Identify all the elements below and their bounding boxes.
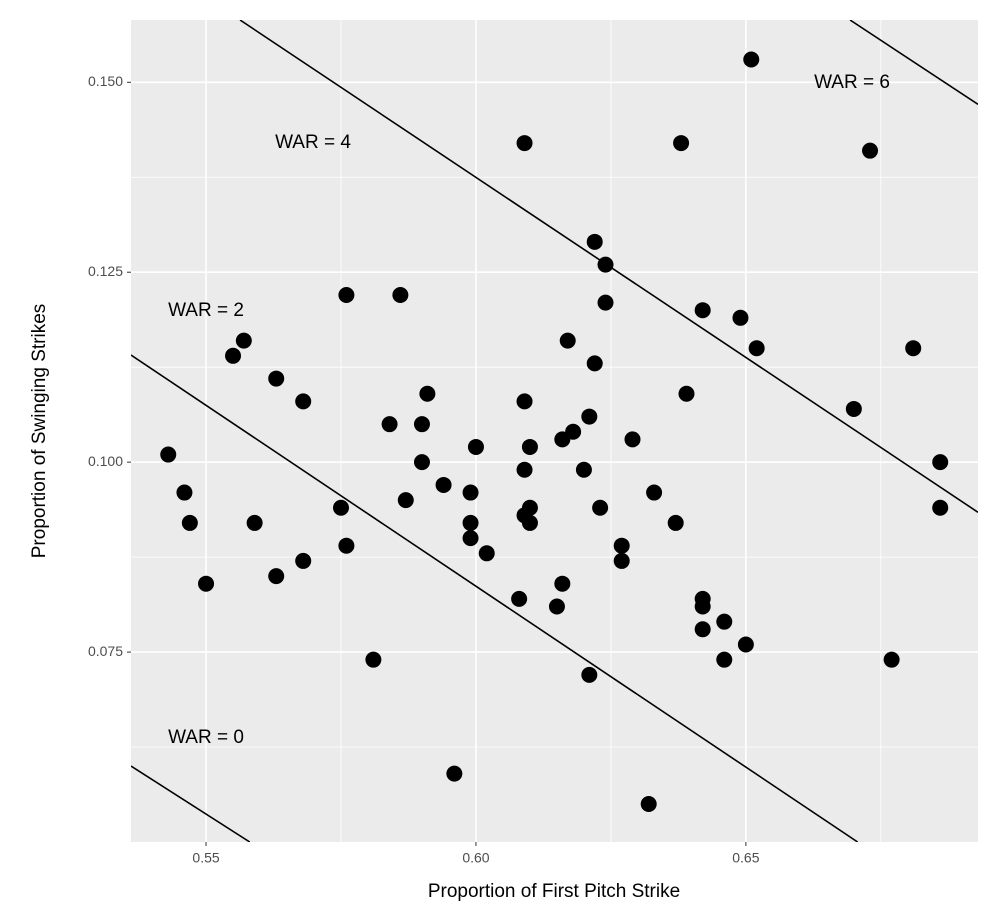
point [246, 514, 263, 531]
x-tick-label: 0.55 [192, 850, 219, 866]
point [462, 484, 479, 501]
x-tick-label: 0.60 [462, 850, 489, 866]
point [613, 537, 630, 554]
point [646, 484, 663, 501]
point [467, 438, 484, 455]
point [743, 51, 760, 68]
x-axis-title: Proportion of First Pitch Strike [428, 881, 680, 902]
point [640, 796, 657, 813]
point [613, 552, 630, 569]
war-label: WAR = 2 [168, 300, 244, 321]
point [295, 552, 312, 569]
y-axis-title: Proportion of Swinging Strikes [29, 304, 50, 559]
point [462, 530, 479, 547]
point [181, 514, 198, 531]
point [581, 408, 598, 425]
point [732, 309, 749, 326]
labels: 0.55 0.60 0.65 0.075 0.100 0.125 0.150 WAR = 0 W… [88, 72, 890, 866]
point [694, 598, 711, 615]
point [268, 370, 285, 387]
point [559, 332, 576, 349]
point [198, 575, 215, 592]
point [592, 499, 609, 516]
war-label: WAR = 6 [814, 72, 890, 93]
point [716, 651, 733, 668]
point [748, 340, 765, 357]
point [597, 294, 614, 311]
point [462, 514, 479, 531]
point [905, 340, 922, 357]
war-line [131, 354, 859, 842]
point [678, 385, 695, 402]
point [883, 651, 900, 668]
point [597, 256, 614, 273]
point [862, 142, 879, 159]
grid [131, 20, 978, 842]
point [338, 537, 355, 554]
war-line [131, 765, 251, 842]
point [667, 514, 684, 531]
y-tick-label: 0.075 [88, 643, 123, 659]
point [586, 233, 603, 250]
point [554, 575, 571, 592]
war-line [849, 20, 978, 105]
point [624, 431, 641, 448]
point [716, 613, 733, 630]
point [235, 332, 252, 349]
point [694, 302, 711, 319]
point [548, 598, 565, 615]
point [381, 416, 398, 433]
point [413, 454, 430, 471]
point [419, 385, 436, 402]
y-tick-label: 0.100 [88, 453, 123, 469]
war-label: WAR = 4 [275, 132, 351, 153]
point [575, 461, 592, 478]
panel [131, 20, 978, 842]
point [694, 621, 711, 638]
point [521, 438, 538, 455]
point [225, 347, 242, 364]
x-tick-label: 0.65 [732, 850, 759, 866]
point [932, 454, 949, 471]
point [160, 446, 177, 463]
point [176, 484, 193, 501]
point [446, 765, 463, 782]
point [435, 476, 452, 493]
point [737, 636, 754, 653]
point [332, 499, 349, 516]
point [295, 393, 312, 410]
point [581, 666, 598, 683]
point [516, 461, 533, 478]
war-label: WAR = 0 [168, 727, 244, 748]
point [413, 416, 430, 433]
point [397, 492, 414, 509]
point [268, 568, 285, 585]
point [554, 431, 571, 448]
point [478, 545, 495, 562]
point [521, 514, 538, 531]
point [516, 393, 533, 410]
y-tick-label: 0.125 [88, 263, 123, 279]
point [932, 499, 949, 516]
point [365, 651, 382, 668]
points [160, 51, 949, 813]
point [511, 590, 528, 607]
point [338, 287, 355, 304]
point [845, 400, 862, 417]
point [392, 287, 409, 304]
point [586, 355, 603, 372]
point [673, 135, 690, 152]
y-tick-label: 0.150 [88, 73, 123, 89]
point [516, 135, 533, 152]
